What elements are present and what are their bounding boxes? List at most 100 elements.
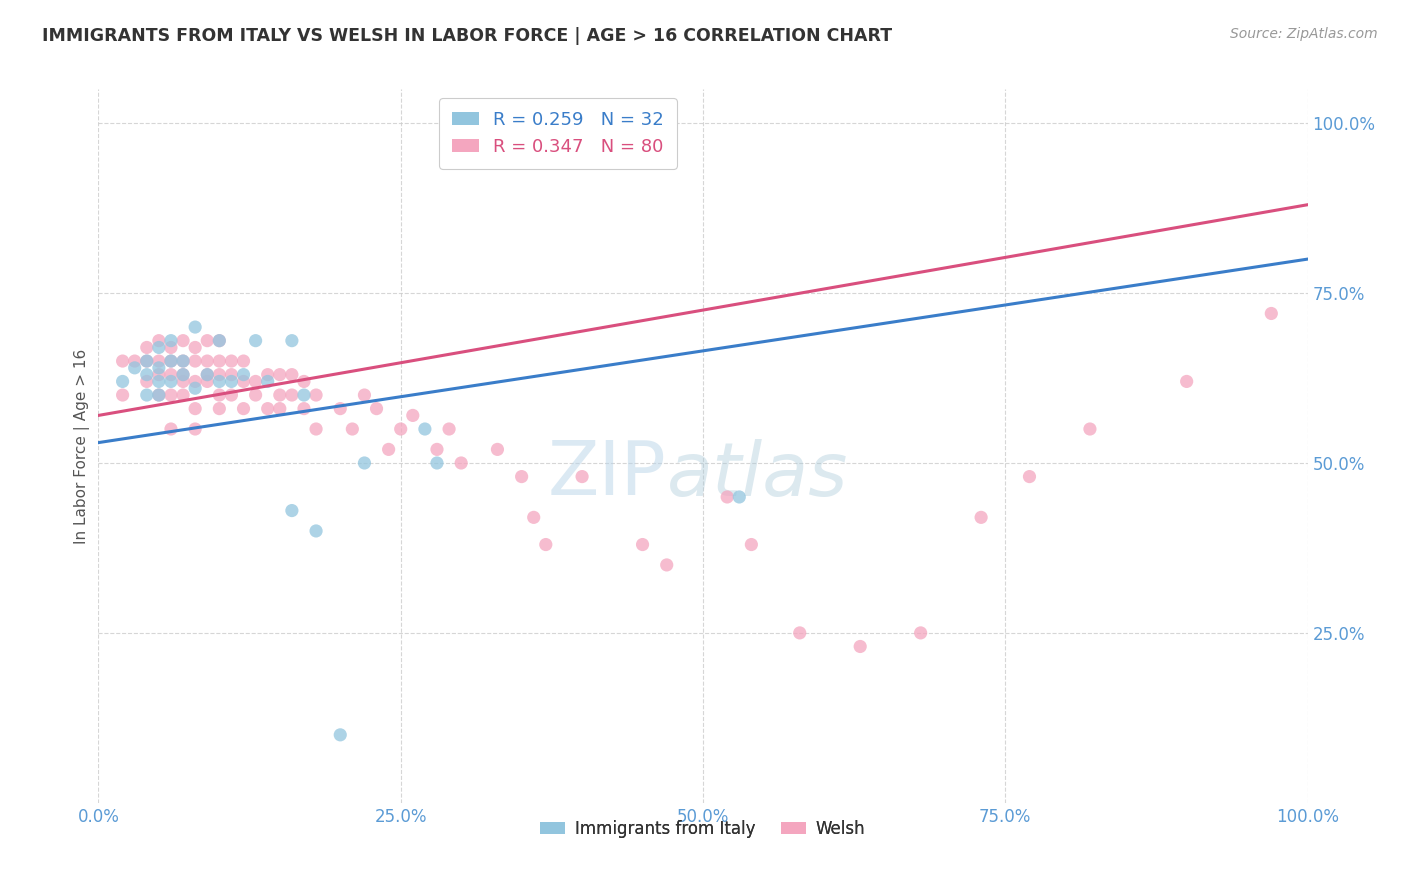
Point: [413, 422, 436, 436]
Point: [148, 388, 170, 402]
Point: [195, 375, 218, 389]
Point: [221, 388, 243, 402]
Point: [281, 368, 304, 382]
Point: [135, 368, 157, 382]
Point: [232, 401, 254, 416]
Point: [195, 368, 218, 382]
Point: [135, 375, 157, 389]
Point: [184, 354, 207, 368]
Point: [195, 334, 218, 348]
Point: [366, 401, 388, 416]
Point: [172, 354, 194, 368]
Point: [148, 368, 170, 382]
Point: [172, 334, 194, 348]
Text: ZIP: ZIP: [548, 438, 666, 511]
Point: [208, 388, 231, 402]
Point: [910, 626, 932, 640]
Point: [1078, 422, 1101, 436]
Point: [184, 375, 207, 389]
Point: [353, 388, 375, 402]
Point: [269, 388, 291, 402]
Point: [172, 368, 194, 382]
Point: [353, 456, 375, 470]
Point: [208, 354, 231, 368]
Point: [184, 401, 207, 416]
Point: [148, 388, 170, 402]
Point: [849, 640, 872, 654]
Point: [1260, 306, 1282, 320]
Point: [305, 524, 328, 538]
Point: [655, 558, 678, 572]
Point: [631, 537, 654, 551]
Point: [256, 375, 278, 389]
Point: [221, 354, 243, 368]
Point: [195, 354, 218, 368]
Point: [148, 334, 170, 348]
Point: [292, 388, 315, 402]
Point: [256, 368, 278, 382]
Point: [426, 442, 449, 457]
Point: [970, 510, 993, 524]
Point: [221, 368, 243, 382]
Point: [571, 469, 593, 483]
Point: [329, 401, 352, 416]
Point: [305, 388, 328, 402]
Point: [245, 334, 267, 348]
Point: [281, 388, 304, 402]
Point: [232, 368, 254, 382]
Point: [221, 375, 243, 389]
Point: [728, 490, 751, 504]
Point: [1175, 375, 1198, 389]
Point: [160, 354, 183, 368]
Point: [148, 375, 170, 389]
Point: [135, 354, 157, 368]
Point: [172, 354, 194, 368]
Point: [208, 334, 231, 348]
Point: [111, 375, 134, 389]
Text: IMMIGRANTS FROM ITALY VS WELSH IN LABOR FORCE | AGE > 16 CORRELATION CHART: IMMIGRANTS FROM ITALY VS WELSH IN LABOR …: [42, 27, 893, 45]
Point: [716, 490, 738, 504]
Point: [195, 368, 218, 382]
Point: [135, 354, 157, 368]
Point: [160, 341, 183, 355]
Point: [160, 368, 183, 382]
Point: [523, 510, 546, 524]
Point: [329, 728, 352, 742]
Point: [208, 368, 231, 382]
Point: [389, 422, 412, 436]
Point: [256, 401, 278, 416]
Point: [184, 320, 207, 334]
Point: [402, 409, 425, 423]
Point: [184, 422, 207, 436]
Point: [160, 354, 183, 368]
Point: [450, 456, 472, 470]
Point: [305, 422, 328, 436]
Point: [281, 334, 304, 348]
Point: [160, 388, 183, 402]
Point: [342, 422, 364, 436]
Point: [245, 388, 267, 402]
Point: [269, 368, 291, 382]
Point: [135, 388, 157, 402]
Point: [377, 442, 399, 457]
Point: [437, 422, 460, 436]
Point: [111, 388, 134, 402]
Point: [148, 360, 170, 375]
Point: [292, 401, 315, 416]
Y-axis label: In Labor Force | Age > 16: In Labor Force | Age > 16: [75, 349, 90, 543]
Point: [160, 422, 183, 436]
Point: [160, 375, 183, 389]
Point: [426, 456, 449, 470]
Point: [232, 354, 254, 368]
Point: [135, 341, 157, 355]
Point: [172, 388, 194, 402]
Point: [184, 381, 207, 395]
Point: [208, 375, 231, 389]
Point: [124, 360, 146, 375]
Point: [245, 375, 267, 389]
Legend: Immigrants from Italy, Welsh: Immigrants from Italy, Welsh: [534, 814, 872, 845]
Point: [124, 354, 146, 368]
Point: [232, 375, 254, 389]
Point: [208, 401, 231, 416]
Point: [534, 537, 557, 551]
